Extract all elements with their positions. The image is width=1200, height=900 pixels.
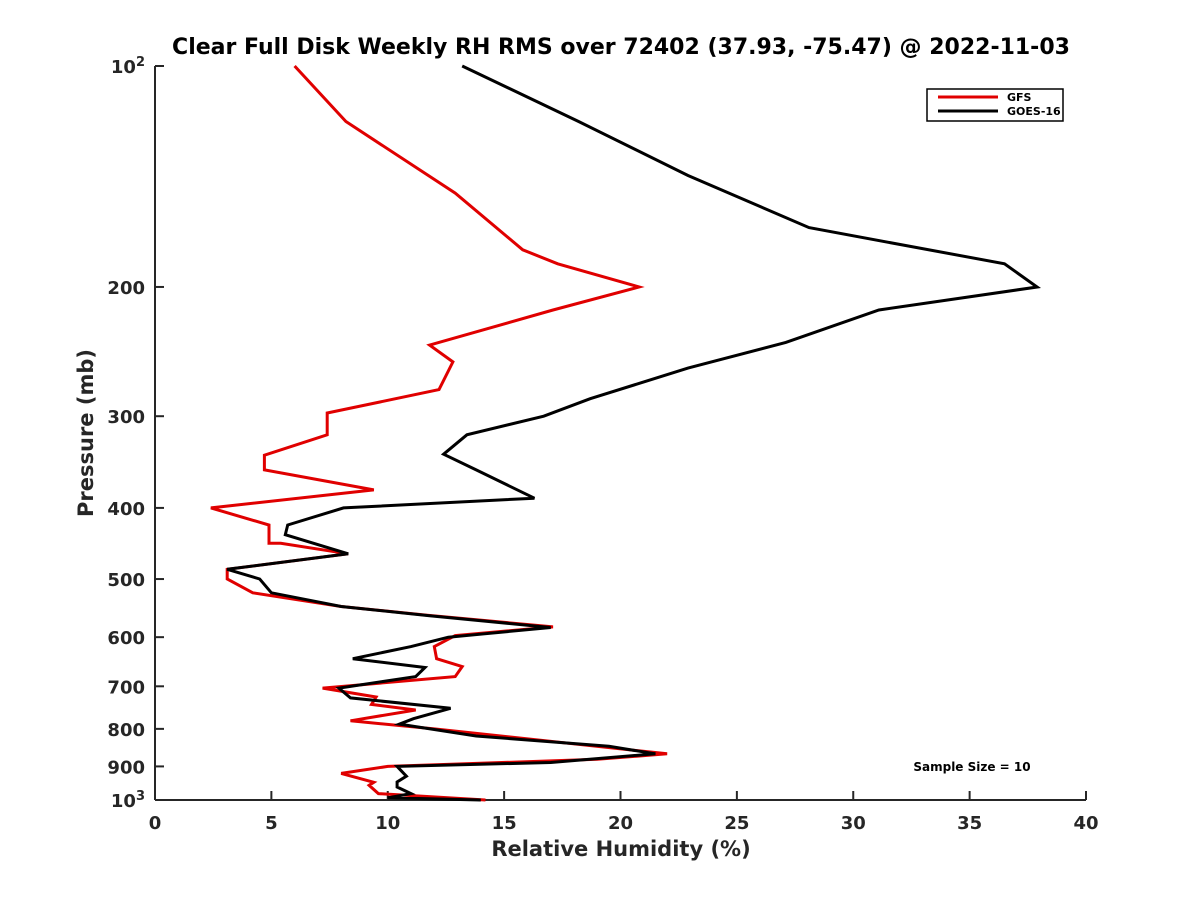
- chart-title: Clear Full Disk Weekly RH RMS over 72402…: [172, 35, 1070, 60]
- y-tick-label-base: 900: [107, 757, 145, 778]
- y-tick-label-base: 10: [111, 791, 136, 812]
- legend-label-goes-16: GOES-16: [1007, 105, 1061, 118]
- sample-size-annotation: Sample Size = 10: [913, 760, 1030, 774]
- y-tick-label-base: 700: [107, 677, 145, 698]
- y-axis-title: Pressure (mb): [74, 349, 98, 517]
- x-tick-label: 40: [1073, 813, 1098, 834]
- y-tick-label: 103: [111, 789, 145, 812]
- y-tick-label: 700: [107, 677, 145, 698]
- x-axis-title: Relative Humidity (%): [491, 837, 750, 861]
- y-tick-label: 300: [107, 407, 145, 428]
- y-tick-label-exponent: 2: [136, 55, 145, 70]
- y-tick-label-base: 500: [107, 570, 145, 591]
- y-tick-label: 800: [107, 720, 145, 741]
- y-tick-label: 600: [107, 628, 145, 649]
- y-tick-label-base: 200: [107, 278, 145, 299]
- x-tick-label: 35: [957, 813, 982, 834]
- y-tick-label-base: 600: [107, 628, 145, 649]
- x-tick-label: 10: [375, 813, 400, 834]
- series-layer: [210, 64, 1042, 802]
- y-tick-label-base: 300: [107, 407, 145, 428]
- y-tick-label-base: 400: [107, 499, 145, 520]
- legend-box: [926, 88, 1064, 122]
- plot-area: 0 5 10 15 20 25 30 35 40 10220030040050060070080…: [107, 55, 1098, 834]
- x-axis-ticks: 0 5 10 15 20 25 30 35 40: [149, 791, 1099, 834]
- y-tick-label: 200: [107, 278, 145, 299]
- x-tick-label: 15: [492, 813, 517, 834]
- y-tick-label-base: 10: [111, 57, 136, 78]
- y-tick-label: 500: [107, 570, 145, 591]
- y-tick-label: 900: [107, 757, 145, 778]
- x-tick-label: 0: [149, 813, 162, 834]
- x-tick-label: 20: [608, 813, 633, 834]
- y-tick-label-base: 800: [107, 720, 145, 741]
- y-tick-label: 102: [111, 55, 145, 78]
- x-tick-label: 5: [265, 813, 278, 834]
- x-tick-label: 30: [841, 813, 866, 834]
- chart-legend: GFS GOES-16: [926, 88, 1064, 122]
- series-line-goes-16: [226, 64, 1042, 802]
- x-tick-label: 25: [724, 813, 749, 834]
- legend-label-gfs: GFS: [1007, 91, 1032, 104]
- y-tick-label-exponent: 3: [136, 789, 145, 804]
- y-tick-label: 400: [107, 499, 145, 520]
